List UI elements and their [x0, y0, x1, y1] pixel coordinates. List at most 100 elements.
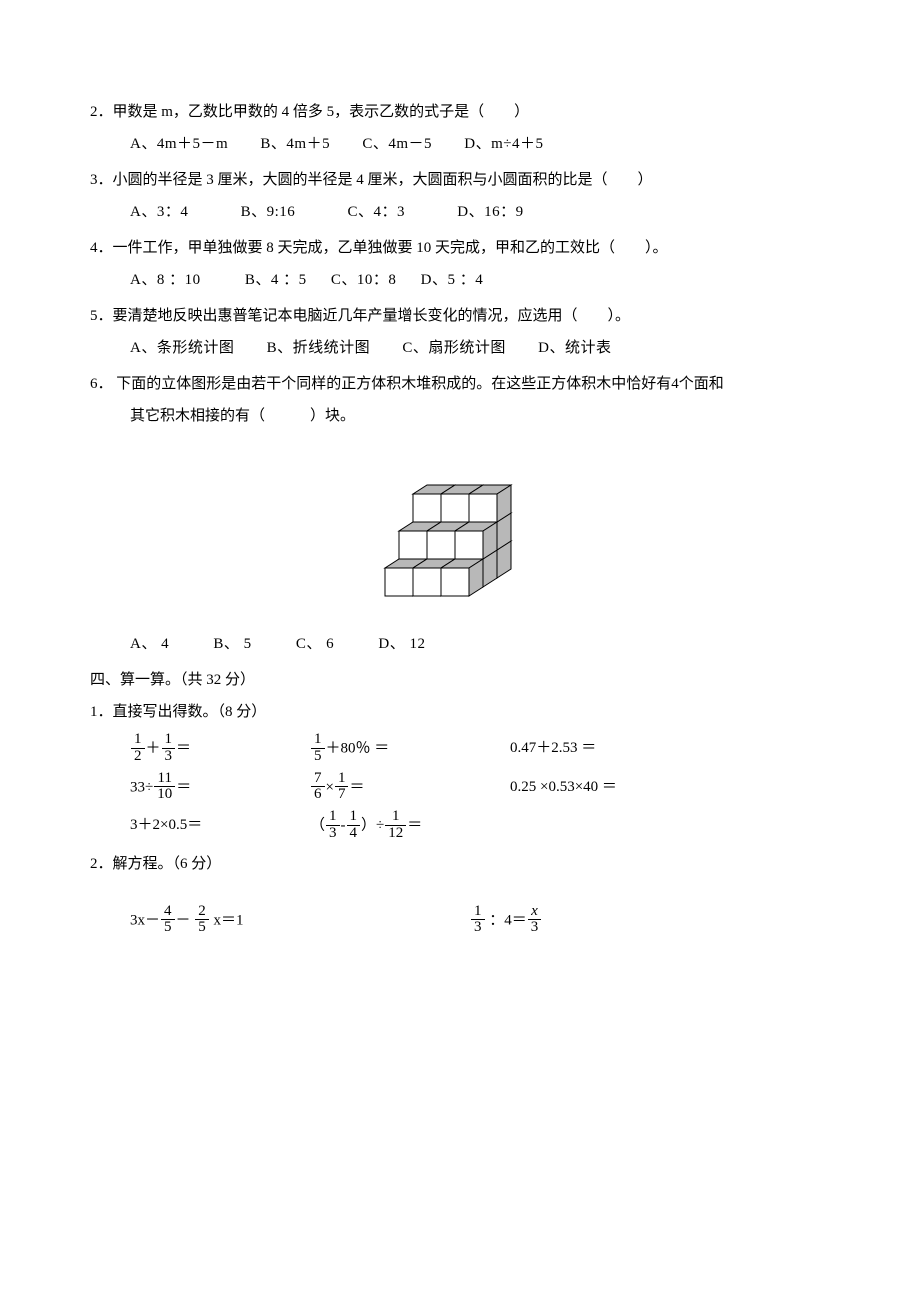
r1c1-op: ＋ [146, 740, 161, 756]
q6-opt-d: D、 12 [378, 632, 425, 656]
r2c1-pre: 33÷ [130, 779, 153, 795]
r3c2-tail: ＝ [407, 817, 422, 833]
eq1-anum: 4 [161, 904, 175, 921]
r2c2-tail: ＝ [349, 779, 364, 795]
q2-text: 甲数是 m，乙数比甲数的 4 倍多 5，表示乙数的式子是（ ） [113, 104, 530, 120]
q3-opt-d: D、16：9 [457, 200, 523, 224]
calc-r1c1: 12＋13＝ [130, 732, 310, 765]
r1c2-aden: 5 [311, 749, 325, 765]
r2c2-bnum: 1 [335, 771, 349, 788]
calc-r3c2: （13-14）÷112＝ [310, 809, 570, 842]
q6-opt-c: C、 6 [296, 632, 334, 656]
q3-options: A、3：4 B、9:16 C、4：3 D、16：9 [90, 200, 830, 224]
cube-stack-svg [365, 446, 555, 616]
q4-opt-d: D、5 ：4 [421, 268, 484, 292]
q3-opt-b: B、9:16 [241, 200, 296, 224]
q6-line2: 其它积木相接的有（ ）块。 [130, 408, 355, 424]
q6-opt-b: B、 5 [213, 632, 251, 656]
equation-2: 13 ：4＝x3 [470, 904, 730, 937]
calc-r1c3: 0.47＋2.53 ＝ [510, 736, 730, 760]
eq1-bden: 5 [195, 920, 209, 936]
q6-opt-a: A、 4 [130, 632, 169, 656]
r3c2-bnum: 1 [347, 809, 361, 826]
eq2-anum: 1 [471, 904, 485, 921]
eq2-mid: ：4＝ [486, 912, 527, 928]
calc-r2c2: 76×17＝ [310, 771, 510, 804]
r1c1-bden: 3 [162, 749, 176, 765]
section-4-title: 四、算一算。（共 32 分） [90, 668, 830, 692]
r2c1-tail: ＝ [176, 779, 191, 795]
q5-options: A、条形统计图 B、折线统计图 C、扇形统计图 D、统计表 [90, 336, 830, 360]
q4-opt-a: A、8 ：10 [130, 268, 201, 292]
calc-row-1: 12＋13＝ 15＋80％ ＝ 0.47＋2.53 ＝ [90, 732, 830, 765]
r3c2-cnum: 1 [385, 809, 406, 826]
calc-r2c1: 33÷1110＝ [130, 771, 310, 804]
q2-opt-a: A、4m＋5－m [130, 132, 228, 156]
q6-number: 6． [90, 376, 113, 392]
eq1-aden: 5 [161, 920, 175, 936]
q4-number: 4． [90, 240, 113, 256]
q5-opt-b: B、折线统计图 [267, 336, 371, 360]
calc-r3c1: 3＋2×0.5＝ [130, 813, 310, 837]
s4q1-title: 1．直接写出得数。（8 分） [90, 700, 830, 724]
calc-r1c2: 15＋80％ ＝ [310, 732, 510, 765]
r3c2-bden: 4 [347, 826, 361, 842]
r3c2-aden: 3 [326, 826, 340, 842]
q3-text: 小圆的半径是 3 厘米，大圆的半径是 4 厘米，大圆面积与小圆面积的比是（ ） [113, 172, 653, 188]
eq2-bnum: x [528, 904, 542, 921]
q4-options: A、8 ：10 B、4 ：5 C、10：8 D、5 ：4 [90, 268, 830, 292]
r2c2-aden: 6 [311, 787, 325, 803]
eq2-bden: 3 [528, 920, 542, 936]
r1c1-tail: ＝ [176, 740, 191, 756]
q6-options: A、 4 B、 5 C、 6 D、 12 [90, 632, 830, 656]
q5-number: 5． [90, 308, 113, 324]
q5-opt-c: C、扇形统计图 [402, 336, 506, 360]
q4-text: 一件工作，甲单独做要 8 天完成，乙单独做要 10 天完成，甲和乙的工效比（ ）… [113, 240, 668, 256]
eq1-pre: 3x－ [130, 912, 160, 928]
q6-line2-wrap: 其它积木相接的有（ ）块。 [90, 404, 830, 428]
r3c2-open: （ [310, 817, 325, 833]
r1c2-tail: ＋80％ ＝ [326, 740, 390, 756]
calc-row-3: 3＋2×0.5＝ （13-14）÷112＝ [90, 809, 830, 842]
q5-opt-d: D、统计表 [538, 336, 611, 360]
r1c2-anum: 1 [311, 732, 325, 749]
r2c2-anum: 7 [311, 771, 325, 788]
eq1-tail: x＝1 [210, 912, 244, 928]
r1c1-anum: 1 [131, 732, 145, 749]
r1c1-bnum: 1 [162, 732, 176, 749]
q3-opt-a: A、3：4 [130, 200, 188, 224]
r3c2-cden: 12 [385, 826, 406, 842]
q2-opt-c: C、4m－5 [362, 132, 432, 156]
q4-opt-c: C、10：8 [331, 268, 397, 292]
question-4: 4．一件工作，甲单独做要 8 天完成，乙单独做要 10 天完成，甲和乙的工效比（… [90, 236, 830, 260]
q5-text: 要清楚地反映出惠普笔记本电脑近几年产量增长变化的情况，应选用（ ）。 [113, 308, 631, 324]
cube-figure [90, 446, 830, 624]
calc-r2c3: 0.25 ×0.53×40 ＝ [510, 775, 730, 799]
r3c2-close: ）÷ [361, 817, 384, 833]
eq2-aden: 3 [471, 920, 485, 936]
eq1-bnum: 2 [195, 904, 209, 921]
q3-opt-c: C、4：3 [348, 200, 406, 224]
question-5: 5．要清楚地反映出惠普笔记本电脑近几年产量增长变化的情况，应选用（ ）。 [90, 304, 830, 328]
q5-opt-a: A、条形统计图 [130, 336, 234, 360]
question-2: 2．甲数是 m，乙数比甲数的 4 倍多 5，表示乙数的式子是（ ） [90, 100, 830, 124]
question-3: 3．小圆的半径是 3 厘米，大圆的半径是 4 厘米，大圆面积与小圆面积的比是（ … [90, 168, 830, 192]
q2-number: 2． [90, 104, 113, 120]
q2-opt-b: B、4m＋5 [260, 132, 330, 156]
r1c1-aden: 2 [131, 749, 145, 765]
s4q2-title: 2．解方程。（6 分） [90, 852, 830, 876]
q6-line1: 下面的立体图形是由若干个同样的正方体积木堆积成的。在这些正方体积木中恰好有4个面… [116, 376, 724, 392]
r2c2-bden: 7 [335, 787, 349, 803]
r2c1-aden: 10 [154, 787, 175, 803]
question-6: 6． 下面的立体图形是由若干个同样的正方体积木堆积成的。在这些正方体积木中恰好有… [90, 372, 830, 396]
r2c1-anum: 11 [154, 771, 175, 788]
q2-opt-d: D、m÷4＋5 [464, 132, 543, 156]
eq1-mid: － [176, 912, 195, 928]
r3c2-anum: 1 [326, 809, 340, 826]
q3-number: 3． [90, 172, 113, 188]
calc-row-2: 33÷1110＝ 76×17＝ 0.25 ×0.53×40 ＝ [90, 771, 830, 804]
r3c2-op: - [341, 817, 346, 833]
equations-row: 3x－45－ 25 x＝1 13 ：4＝x3 [90, 904, 830, 937]
r2c2-op: × [326, 779, 334, 795]
equation-1: 3x－45－ 25 x＝1 [130, 904, 470, 937]
